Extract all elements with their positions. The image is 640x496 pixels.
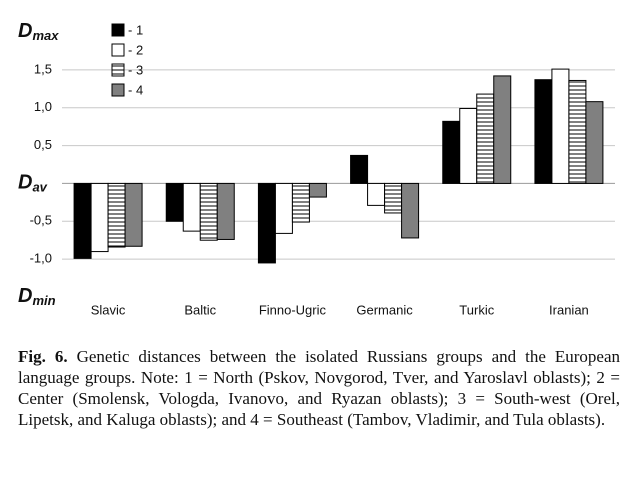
x-tick-label: Baltic <box>184 302 216 317</box>
bar <box>534 79 553 184</box>
y-tick-label: 1,0 <box>34 99 52 114</box>
bar <box>442 120 461 184</box>
y-tick-label: 1,5 <box>34 61 52 76</box>
bar <box>493 75 512 184</box>
bar <box>551 68 570 184</box>
x-tick-label: Germanic <box>356 302 413 317</box>
legend-label: - 4 <box>128 82 143 97</box>
legend-swatch <box>111 63 125 77</box>
bar <box>165 182 184 222</box>
y-tick-label-main: D <box>18 172 32 194</box>
bar <box>367 182 386 206</box>
bar <box>199 182 218 241</box>
bar <box>90 182 109 253</box>
bar <box>291 182 310 223</box>
bar <box>384 182 403 214</box>
x-tick-label: Slavic <box>91 302 126 317</box>
caption-text: Genetic distances between the isolated R… <box>18 347 621 429</box>
legend-label: - 2 <box>128 42 143 57</box>
caption-label: Fig. 6. <box>18 347 68 366</box>
bar <box>124 182 143 247</box>
bar <box>585 101 604 184</box>
bar <box>257 182 276 264</box>
bar <box>107 182 126 248</box>
y-tick-label-sub: min <box>32 293 55 308</box>
y-tick-label: 0,5 <box>34 137 52 152</box>
legend-swatch <box>111 43 125 57</box>
x-tick-label: Turkic <box>459 302 494 317</box>
y-tick-label-main: D <box>18 285 32 307</box>
legend-label: - 1 <box>128 22 143 37</box>
legend-swatch <box>111 23 125 37</box>
bar <box>274 182 293 234</box>
x-tick-label: Finno-Ugric <box>259 302 327 317</box>
chart: Dmin -1,0 -0,5 Dav 0,5 1,0 1,5 Dmax Slavic Baltic… <box>18 20 615 317</box>
bar <box>459 107 478 184</box>
y-tick-label: Dmin <box>18 285 56 308</box>
y-tick-label-main: D <box>18 20 32 42</box>
y-tick-label: -0,5 <box>30 213 52 228</box>
y-tick-label-sub: max <box>32 28 59 43</box>
y-tick-label: Dav <box>18 172 48 195</box>
legend-label: - 3 <box>128 62 143 77</box>
bar <box>568 79 587 184</box>
bar <box>476 93 495 184</box>
bar <box>308 182 327 198</box>
bar <box>216 182 235 240</box>
y-tick-label: -1,0 <box>30 251 52 266</box>
bar <box>73 182 92 259</box>
x-tick-label: Iranian <box>549 302 589 317</box>
bar <box>350 154 369 184</box>
bar <box>401 182 420 239</box>
bar <box>182 182 201 232</box>
y-tick-label-sub: av <box>32 180 47 195</box>
legend-swatch <box>111 83 125 97</box>
caption: Fig. 6. Genetic distances between the is… <box>18 346 620 430</box>
y-tick-label: Dmax <box>18 20 59 43</box>
